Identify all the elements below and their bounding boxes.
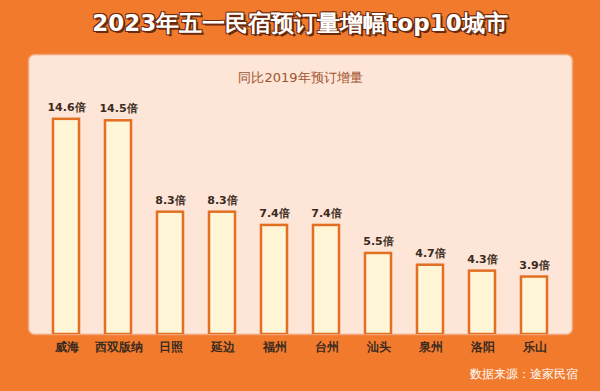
svg-text:日照: 日照 [159,340,183,354]
svg-text:7.4倍: 7.4倍 [311,207,342,220]
svg-text:8.3倍: 8.3倍 [155,194,186,207]
svg-text:泉州: 泉州 [418,340,443,354]
svg-text:8.3倍: 8.3倍 [207,194,238,207]
svg-text:汕头: 汕头 [366,340,391,354]
svg-text:西双版纳: 西双版纳 [94,340,143,354]
svg-text:洛阳: 洛阳 [470,340,495,354]
svg-text:3.9倍: 3.9倍 [519,259,550,272]
svg-text:乐山: 乐山 [522,340,547,354]
svg-text:台州: 台州 [315,340,339,354]
svg-text:同比2019年预订增量: 同比2019年预订增量 [238,70,362,85]
svg-text:14.5倍: 14.5倍 [99,102,137,115]
svg-text:14.6倍: 14.6倍 [47,101,85,114]
svg-text:威海: 威海 [54,340,79,354]
svg-text:4.7倍: 4.7倍 [415,247,446,260]
svg-text:延边: 延边 [210,340,236,354]
html-text:数据来源：途家民宿: 数据来源：途家民宿 [470,367,578,381]
svg-text:7.4倍: 7.4倍 [259,207,290,220]
html-text:2023年五一民宿预订量增幅top10城市: 2023年五一民宿预订量增幅top10城市 [92,10,508,36]
svg-text:4.3倍: 4.3倍 [467,253,498,266]
svg-text:5.5倍: 5.5倍 [363,235,394,248]
svg-text:福州: 福州 [262,340,287,354]
